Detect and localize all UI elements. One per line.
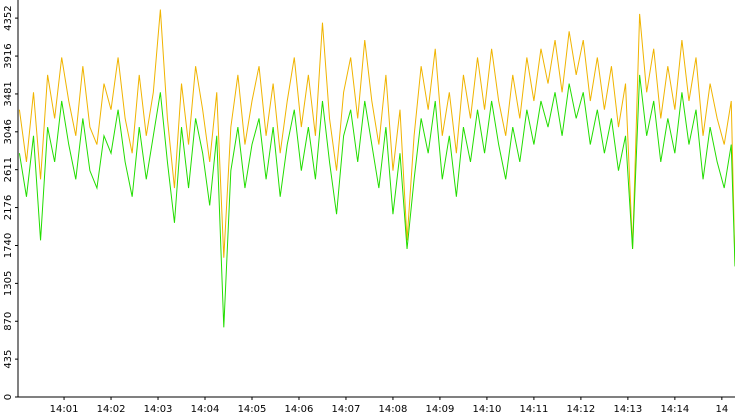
y-tick-label: 4352 bbox=[3, 5, 14, 30]
y-tick-label: 3916 bbox=[3, 43, 14, 68]
x-tick-label: 14:06 bbox=[285, 404, 314, 415]
x-tick-label: 14:11 bbox=[519, 404, 548, 415]
x-tick-label: 14 bbox=[715, 404, 728, 415]
y-tick-label: 3481 bbox=[3, 81, 14, 106]
y-tick-label: 0 bbox=[3, 394, 14, 400]
x-tick-label: 14:04 bbox=[191, 404, 220, 415]
y-tick-label: 435 bbox=[3, 350, 14, 369]
x-tick-label: 14:03 bbox=[144, 404, 173, 415]
x-tick-label: 14:10 bbox=[473, 404, 502, 415]
x-tick-label: 14:08 bbox=[379, 404, 408, 415]
x-tick-label: 14:02 bbox=[97, 404, 126, 415]
x-tick-label: 14:13 bbox=[613, 404, 642, 415]
y-tick-label: 2176 bbox=[3, 195, 14, 220]
x-tick-label: 14:09 bbox=[426, 404, 455, 415]
x-tick-label: 14:07 bbox=[332, 404, 361, 415]
x-tick-label: 14:01 bbox=[50, 404, 79, 415]
series-line bbox=[18, 9, 735, 267]
y-tick-label: 3046 bbox=[3, 119, 14, 144]
x-tick-label: 14:14 bbox=[660, 404, 689, 415]
series-line bbox=[18, 74, 735, 328]
x-tick-label: 14:12 bbox=[566, 404, 595, 415]
y-tick-label: 2611 bbox=[3, 157, 14, 182]
y-tick-label: 1305 bbox=[3, 271, 14, 296]
y-tick-label: 1740 bbox=[3, 233, 14, 258]
x-tick-label: 14:05 bbox=[238, 404, 267, 415]
y-tick-label: 870 bbox=[3, 312, 14, 331]
